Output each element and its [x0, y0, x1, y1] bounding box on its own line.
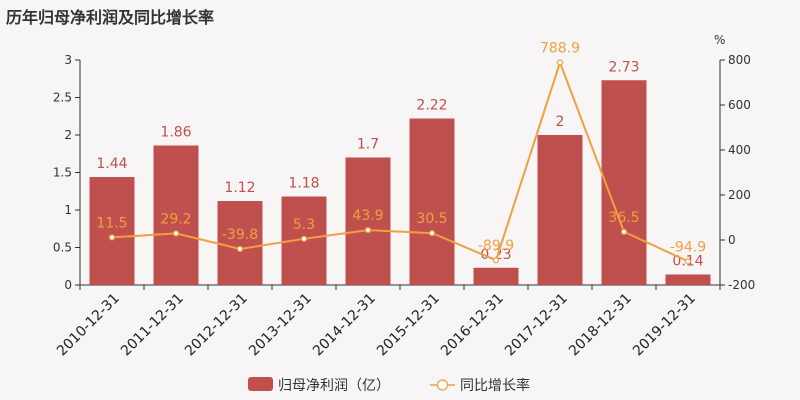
growth-rate-point [364, 227, 372, 234]
growth-rate-point [684, 258, 692, 265]
y-right-unit-label: % [714, 33, 725, 47]
y-left-tick-label: 2 [64, 128, 72, 142]
growth-rate-data-label: -94.9 [670, 239, 706, 255]
x-tick-label: 2011-12-31 [118, 291, 187, 360]
x-tick-label: 2015-12-31 [374, 291, 443, 360]
y-left-tick-label: 1.5 [53, 166, 72, 180]
growth-rate-data-label: -39.8 [222, 227, 258, 243]
growth-rate-data-label: 30.5 [416, 211, 447, 227]
growth-rate-data-label: 788.9 [540, 40, 580, 56]
x-tick-label: 2014-12-31 [310, 291, 379, 360]
growth-rate-point [300, 235, 308, 242]
bar-data-label: 2.73 [608, 59, 639, 75]
growth-rate-data-label: -89.9 [478, 238, 514, 254]
legend-bar-swatch [248, 377, 273, 391]
x-tick-label: 2010-12-31 [54, 291, 123, 360]
bar [217, 201, 263, 285]
bar [409, 118, 455, 285]
legend-bar-label: 归母净利润（亿） [278, 377, 390, 394]
y-left-tick-label: 1 [64, 203, 72, 217]
x-tick-label: 2019-12-31 [630, 291, 699, 360]
x-tick-label: 2016-12-31 [438, 291, 507, 360]
growth-rate-point [556, 59, 564, 66]
growth-rate-data-label: 5.3 [293, 217, 315, 233]
growth-rate-point [620, 228, 628, 235]
bar-data-label: 1.86 [160, 125, 191, 141]
bar-data-label: 1.44 [96, 156, 127, 172]
y-right-tick-label: -200 [728, 278, 755, 292]
bar [537, 135, 583, 285]
y-right-tick-label: 600 [728, 98, 751, 112]
bar-data-label: 2.22 [416, 98, 447, 114]
x-tick-label: 2012-12-31 [182, 291, 251, 360]
bar-data-label: 0.23 [480, 247, 511, 263]
y-right-tick-label: 200 [728, 188, 751, 202]
bar [665, 274, 711, 285]
y-right-tick-label: 400 [728, 143, 751, 157]
y-left-tick-label: 0.5 [53, 241, 72, 255]
y-left-tick-label: 3 [64, 53, 72, 67]
legend-line-marker [436, 379, 449, 391]
y-right-tick-label: 0 [728, 233, 736, 247]
y-left-tick-label: 0 [64, 278, 72, 292]
bar [89, 177, 135, 285]
growth-rate-point [172, 230, 180, 237]
bar-data-label: 1.7 [357, 137, 379, 153]
growth-rate-point [492, 257, 500, 264]
chart-title: 历年归母净利润及同比增长率 [6, 8, 215, 27]
bar-data-label: 1.18 [288, 176, 319, 192]
legend-line-label: 同比增长率 [460, 377, 530, 394]
y-left-tick-label: 2.5 [53, 91, 72, 105]
bar [473, 267, 519, 285]
x-tick-label: 2017-12-31 [502, 291, 571, 360]
y-right-tick-label: 800 [728, 53, 751, 67]
bar-data-label: 1.12 [224, 180, 255, 196]
growth-rate-point [108, 234, 116, 241]
bar-data-label: 2 [556, 114, 565, 130]
growth-rate-data-label: 11.5 [96, 215, 127, 231]
x-tick-label: 2013-12-31 [246, 291, 315, 360]
growth-rate-data-label: 29.2 [160, 211, 191, 227]
growth-rate-data-label: 36.5 [608, 210, 639, 226]
bar [345, 157, 391, 285]
growth-rate-line [111, 59, 689, 263]
growth-rate-data-label: 43.9 [352, 208, 383, 224]
bar [153, 145, 199, 285]
growth-rate-point [428, 230, 436, 237]
bar [601, 80, 647, 285]
x-tick-label: 2018-12-31 [566, 291, 635, 360]
growth-rate-point [236, 245, 244, 253]
